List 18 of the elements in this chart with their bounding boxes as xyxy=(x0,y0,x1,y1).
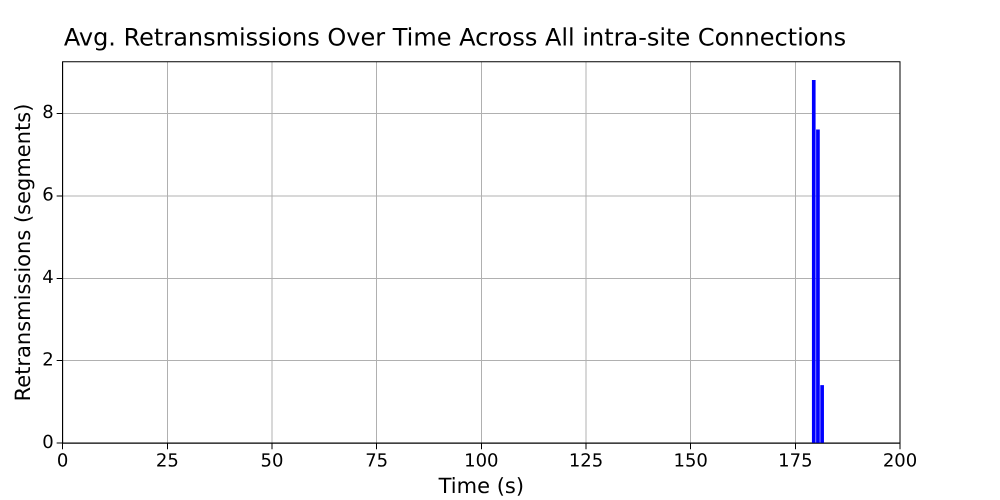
y-tick-label: 6 xyxy=(42,184,54,206)
x-tick-label: 50 xyxy=(260,450,284,472)
x-tick-label: 150 xyxy=(673,450,708,472)
x-tick-label: 0 xyxy=(56,450,68,472)
y-tick-label: 0 xyxy=(42,432,54,453)
bar xyxy=(812,80,816,444)
x-tick-label: 75 xyxy=(365,450,388,472)
x-tick-label: 25 xyxy=(156,450,179,472)
x-tick-label: 100 xyxy=(464,450,499,472)
y-tick-label: 8 xyxy=(42,102,54,124)
y-axis-title: Retransmissions (segments) xyxy=(11,104,36,402)
y-tick-label: 4 xyxy=(42,266,54,288)
x-axis-title: Time (s) xyxy=(438,474,524,498)
x-tick-label: 175 xyxy=(778,450,813,472)
x-tick-label: 125 xyxy=(568,450,604,472)
y-tick-label: 2 xyxy=(42,349,54,370)
x-tick-label: 200 xyxy=(882,450,918,472)
chart-title: Avg. Retransmissions Over Time Across All intra-site Connections xyxy=(64,24,846,52)
